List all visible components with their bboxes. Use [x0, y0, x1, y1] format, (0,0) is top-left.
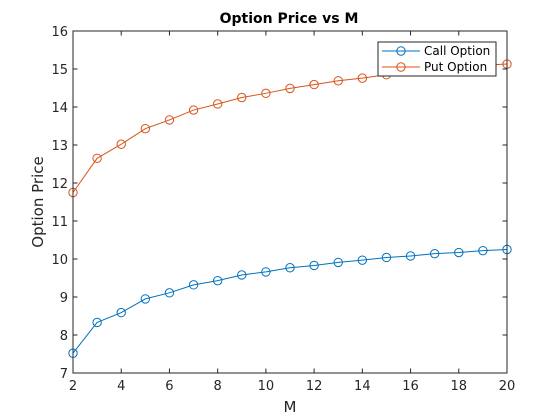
x-tick-label: 20	[499, 379, 516, 394]
x-tick-label: 14	[354, 379, 371, 394]
data-point-call-option	[405, 251, 416, 261]
data-point-put-option	[357, 73, 368, 83]
data-point-call-option	[429, 248, 440, 259]
y-tick-label: 14	[51, 101, 68, 116]
plot-area	[73, 31, 507, 373]
legend-box	[377, 41, 497, 77]
data-point-put-option	[309, 79, 319, 90]
data-point-call-option	[92, 317, 102, 328]
y-tick-label: 7	[60, 367, 68, 382]
y-tick-label: 12	[51, 177, 68, 192]
x-tick-label: 18	[451, 379, 468, 394]
x-tick-label: 16	[402, 379, 419, 394]
x-tick-label: 10	[258, 379, 275, 394]
axis-ticks: 2 4 6 8 10 12 14 16 18 20 7 8 9 10 11 12 13 14 15 16	[51, 25, 515, 394]
data-point-put-option	[188, 105, 199, 115]
data-point-call-option	[333, 257, 343, 268]
plot-background	[73, 31, 507, 373]
data-point-call-option	[454, 247, 464, 258]
x-tick-label: 12	[306, 379, 323, 394]
data-point-put-option	[140, 123, 151, 134]
data-point-put-option	[116, 139, 126, 149]
data-point-put-option	[261, 88, 271, 99]
data-point-put-option	[164, 115, 175, 125]
y-tick-label: 9	[60, 291, 68, 306]
legend: Call Option Put Option	[377, 41, 497, 77]
data-point-call-option	[261, 267, 271, 277]
plot-frame	[72, 30, 508, 374]
y-tick-label: 8	[60, 329, 68, 344]
data-point-call-option	[212, 275, 223, 286]
data-point-put-option	[333, 76, 343, 86]
legend-label-call: Call Option	[424, 44, 490, 58]
x-axis-label: M	[284, 398, 297, 416]
chart-title: Option Price vs M	[220, 11, 359, 27]
legend-label-put: Put Option	[424, 60, 487, 74]
y-tick-label: 16	[51, 25, 68, 40]
data-point-call-option	[164, 288, 175, 298]
x-tick-label: 2	[69, 379, 77, 394]
data-point-call-option	[381, 252, 392, 263]
y-tick-label: 10	[51, 253, 68, 268]
y-tick-label: 13	[51, 139, 68, 154]
data-point-put-option	[92, 153, 102, 164]
x-tick-label: 6	[165, 379, 173, 394]
data-point-call-option	[309, 260, 319, 271]
legend-item-call: Call Option	[382, 44, 490, 58]
data-point-call-option	[357, 255, 368, 265]
data-point-call-option	[188, 280, 199, 290]
y-tick-label: 15	[51, 63, 68, 78]
series-line-call-option	[72, 249, 508, 354]
legend-item-put: Put Option	[382, 60, 487, 74]
y-axis-label: Option Price	[29, 156, 47, 247]
x-tick-label: 8	[214, 379, 222, 394]
data-point-call-option	[478, 245, 488, 256]
data-point-call-option	[237, 270, 247, 280]
data-point-put-option	[212, 99, 223, 109]
data-point-put-option	[285, 83, 295, 94]
x-tick-label: 4	[117, 379, 125, 394]
y-tick-label: 11	[51, 215, 68, 230]
data-point-call-option	[116, 307, 126, 318]
data-point-call-option	[285, 263, 295, 273]
legend-swatch-put-marker	[396, 62, 406, 72]
legend-swatch-call-marker	[396, 46, 406, 56]
data-point-put-option	[237, 92, 247, 103]
data-point-call-option	[140, 294, 151, 304]
